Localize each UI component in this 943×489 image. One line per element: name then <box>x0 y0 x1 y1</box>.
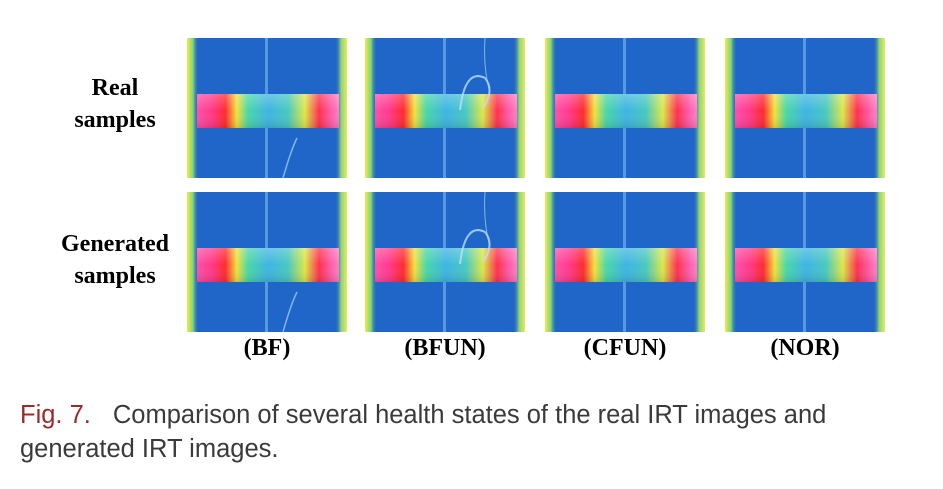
row-label-line: samples <box>74 107 156 133</box>
irt-image-generated-bfun <box>365 192 525 332</box>
thermal-image <box>725 38 885 178</box>
irt-image-real-bfun <box>365 38 525 178</box>
thermal-image <box>545 192 705 332</box>
thermal-image <box>187 38 347 178</box>
row-label-line: samples <box>74 263 156 289</box>
thermal-image <box>725 192 885 332</box>
irt-image-real-nor <box>725 38 885 178</box>
thermal-image <box>365 38 525 178</box>
row-label-generated: Generated samples <box>40 228 190 292</box>
figure-number: Fig. 7. <box>20 401 91 429</box>
figure-caption: Fig. 7. Comparison of several health stat… <box>20 398 930 466</box>
irt-image-generated-nor <box>725 192 885 332</box>
thermal-image <box>365 192 525 332</box>
caption-text: Comparison of several health states of t… <box>20 401 827 463</box>
irt-image-real-cfun <box>545 38 705 178</box>
irt-image-generated-bf <box>187 192 347 332</box>
row-label-line: Real <box>91 75 139 101</box>
thermal-image <box>187 192 347 332</box>
irt-image-real-bf <box>187 38 347 178</box>
column-label-bf: (BF) <box>243 335 291 361</box>
column-label-bfun: (BFUN) <box>404 335 486 361</box>
row-label-line: Generated <box>61 231 169 257</box>
irt-image-generated-cfun <box>545 192 705 332</box>
thermal-image <box>545 38 705 178</box>
column-label-cfun: (CFUN) <box>583 335 667 361</box>
row-label-real: Real samples <box>40 72 190 136</box>
column-label-nor: (NOR) <box>770 335 840 361</box>
